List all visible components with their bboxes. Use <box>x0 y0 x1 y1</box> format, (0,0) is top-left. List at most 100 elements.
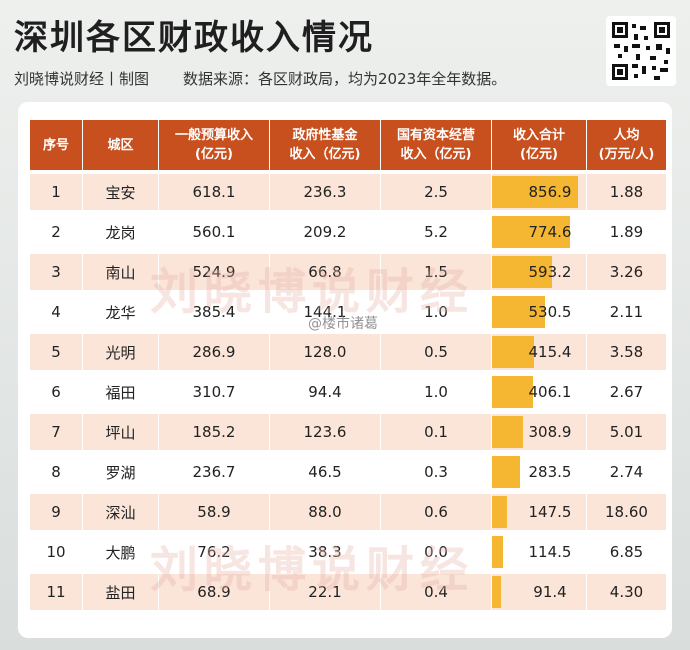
total-bar <box>492 456 520 488</box>
total-value: 114.5 <box>528 543 572 561</box>
cell-total: 308.9 <box>491 414 586 450</box>
table-row: 6 福田 310.7 94.4 1.0 406.1 2.67 <box>30 374 666 410</box>
cell-gov-fund: 66.8 <box>269 254 380 290</box>
cell-total: 530.5 <box>491 294 586 330</box>
subtitle: 刘晓博说财经丨制图 数据来源：各区财政局，均为2023年全年数据。 <box>14 68 506 89</box>
cell-general-budget: 58.9 <box>158 494 269 530</box>
cell-soe-capital: 0.4 <box>380 574 491 610</box>
cell-district: 盐田 <box>82 574 158 610</box>
cell-gov-fund: 38.3 <box>269 534 380 570</box>
table-row: 5 光明 286.9 128.0 0.5 415.4 3.58 <box>30 334 666 370</box>
cell-soe-capital: 5.2 <box>380 214 491 250</box>
total-bar <box>492 296 545 328</box>
cell-total: 856.9 <box>491 174 586 210</box>
cell-no: 10 <box>30 534 82 570</box>
total-value: 774.6 <box>528 223 572 241</box>
cell-no: 8 <box>30 454 82 490</box>
revenue-table: 序号 城区 一般预算收入 (亿元) 政府性基金 收入（亿元) 国有资本经营 收入（亿元… <box>30 116 666 614</box>
total-bar <box>492 336 534 368</box>
cell-gov-fund: 22.1 <box>269 574 380 610</box>
cell-per-capita: 18.60 <box>586 494 666 530</box>
cell-no: 9 <box>30 494 82 530</box>
table-card: 序号 城区 一般预算收入 (亿元) 政府性基金 收入（亿元) 国有资本经营 收入（亿元… <box>18 102 672 638</box>
cell-district: 福田 <box>82 374 158 410</box>
cell-district: 坪山 <box>82 414 158 450</box>
table-row: 3 南山 524.9 66.8 1.5 593.2 3.26 <box>30 254 666 290</box>
cell-general-budget: 68.9 <box>158 574 269 610</box>
table-header-row: 序号 城区 一般预算收入 (亿元) 政府性基金 收入（亿元) 国有资本经营 收入（亿元… <box>30 120 666 170</box>
table-row: 1 宝安 618.1 236.3 2.5 856.9 1.88 <box>30 174 666 210</box>
cell-general-budget: 524.9 <box>158 254 269 290</box>
cell-soe-capital: 0.1 <box>380 414 491 450</box>
cell-gov-fund: 94.4 <box>269 374 380 410</box>
cell-district: 光明 <box>82 334 158 370</box>
cell-no: 4 <box>30 294 82 330</box>
table-row: 11 盐田 68.9 22.1 0.4 91.4 4.30 <box>30 574 666 610</box>
cell-gov-fund: 128.0 <box>269 334 380 370</box>
total-bar <box>492 576 501 608</box>
cell-gov-fund: 123.6 <box>269 414 380 450</box>
cell-total: 406.1 <box>491 374 586 410</box>
total-value: 406.1 <box>528 383 572 401</box>
cell-soe-capital: 1.0 <box>380 374 491 410</box>
total-bar <box>492 416 523 448</box>
cell-no: 1 <box>30 174 82 210</box>
cell-gov-fund: 236.3 <box>269 174 380 210</box>
total-value: 856.9 <box>528 183 572 201</box>
table-row: 4 龙华 385.4 144.1 1.0 530.5 2.11 <box>30 294 666 330</box>
total-value: 147.5 <box>528 503 572 521</box>
cell-soe-capital: 0.6 <box>380 494 491 530</box>
cell-per-capita: 2.11 <box>586 294 666 330</box>
total-bar <box>492 256 552 288</box>
cell-per-capita: 2.74 <box>586 454 666 490</box>
cell-soe-capital: 1.0 <box>380 294 491 330</box>
cell-per-capita: 3.58 <box>586 334 666 370</box>
total-value: 530.5 <box>528 303 572 321</box>
cell-district: 深汕 <box>82 494 158 530</box>
cell-soe-capital: 1.5 <box>380 254 491 290</box>
total-bar <box>492 176 578 208</box>
total-value: 415.4 <box>528 343 572 361</box>
total-bar <box>492 216 570 248</box>
table-row: 7 坪山 185.2 123.6 0.1 308.9 5.01 <box>30 414 666 450</box>
cell-total: 147.5 <box>491 494 586 530</box>
page-title: 深圳各区财政收入情况 <box>14 18 374 58</box>
cell-soe-capital: 0.0 <box>380 534 491 570</box>
table-row: 8 罗湖 236.7 46.5 0.3 283.5 2.74 <box>30 454 666 490</box>
cell-district: 罗湖 <box>82 454 158 490</box>
cell-soe-capital: 2.5 <box>380 174 491 210</box>
header-general-budget: 一般预算收入 (亿元) <box>158 120 269 170</box>
cell-per-capita: 1.89 <box>586 214 666 250</box>
header-gov-fund: 政府性基金 收入（亿元) <box>269 120 380 170</box>
total-value: 308.9 <box>528 423 572 441</box>
header-no: 序号 <box>30 120 82 170</box>
table-row: 2 龙岗 560.1 209.2 5.2 774.6 1.89 <box>30 214 666 250</box>
cell-no: 7 <box>30 414 82 450</box>
cell-no: 2 <box>30 214 82 250</box>
total-value: 91.4 <box>533 583 567 601</box>
cell-general-budget: 185.2 <box>158 414 269 450</box>
cell-district: 龙岗 <box>82 214 158 250</box>
cell-district: 南山 <box>82 254 158 290</box>
cell-no: 6 <box>30 374 82 410</box>
cell-no: 11 <box>30 574 82 610</box>
cell-general-budget: 286.9 <box>158 334 269 370</box>
total-value: 593.2 <box>528 263 572 281</box>
cell-general-budget: 236.7 <box>158 454 269 490</box>
subtitle-author: 刘晓博说财经丨制图 <box>14 70 150 88</box>
cell-gov-fund: 144.1 <box>269 294 380 330</box>
header-per-capita: 人均 (万元/人) <box>586 120 666 170</box>
cell-district: 大鹏 <box>82 534 158 570</box>
cell-soe-capital: 0.3 <box>380 454 491 490</box>
cell-per-capita: 2.67 <box>586 374 666 410</box>
cell-per-capita: 3.26 <box>586 254 666 290</box>
cell-general-budget: 385.4 <box>158 294 269 330</box>
total-bar <box>492 496 507 528</box>
cell-per-capita: 1.88 <box>586 174 666 210</box>
cell-total: 415.4 <box>491 334 586 370</box>
cell-gov-fund: 209.2 <box>269 214 380 250</box>
cell-gov-fund: 46.5 <box>269 454 380 490</box>
cell-general-budget: 76.2 <box>158 534 269 570</box>
cell-total: 91.4 <box>491 574 586 610</box>
header-soe-capital: 国有资本经营 收入（亿元) <box>380 120 491 170</box>
